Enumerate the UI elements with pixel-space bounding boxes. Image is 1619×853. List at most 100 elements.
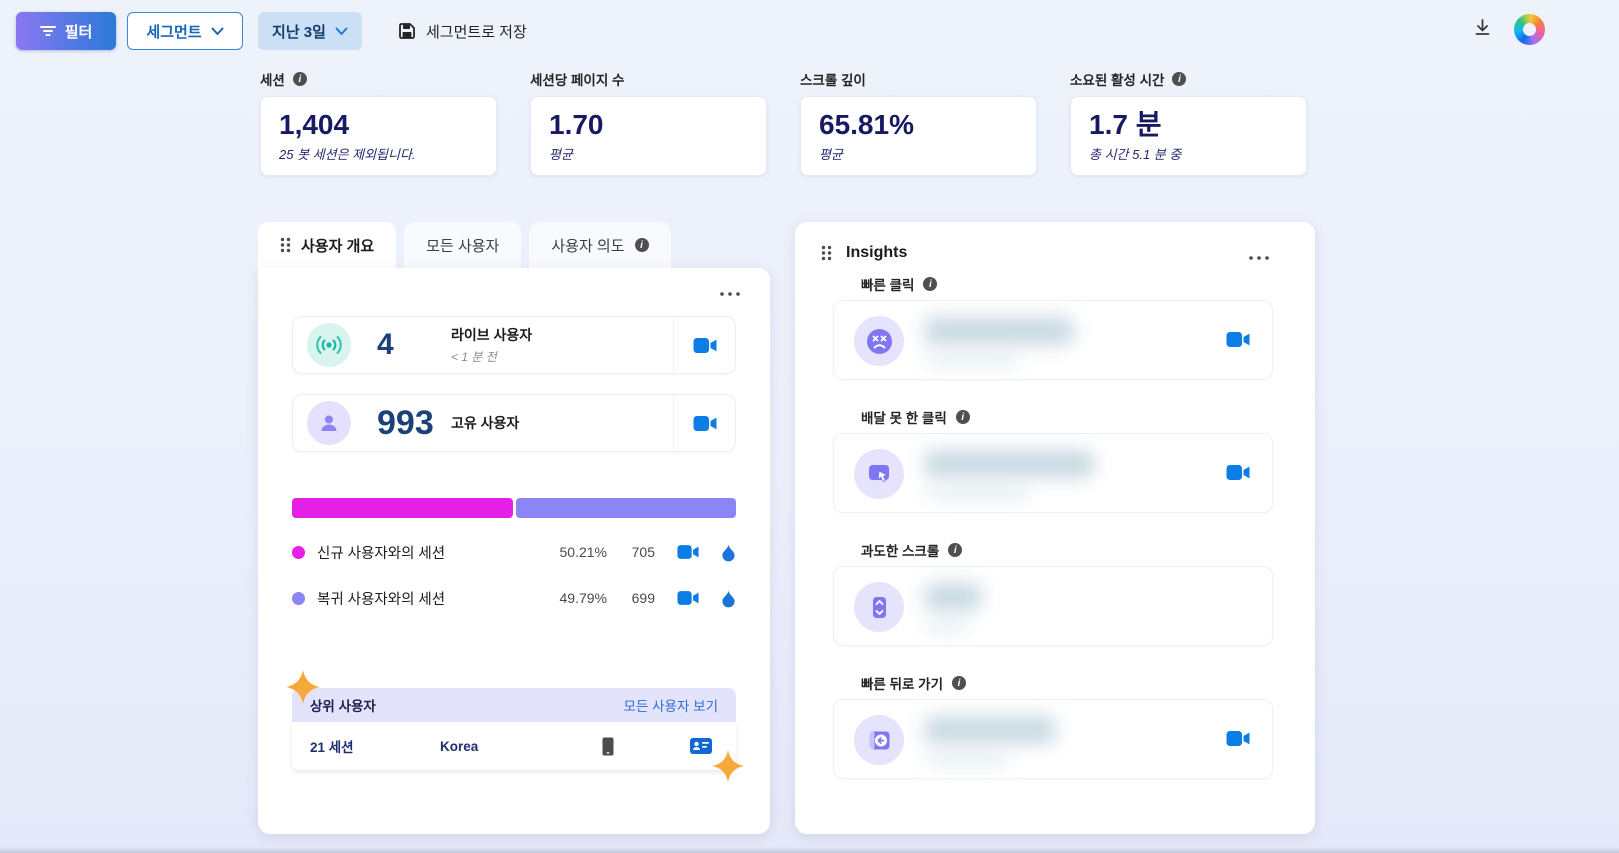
legend-returning-users-percent: 49.79% [559, 590, 607, 606]
legend-returning-users-label: 복귀 사용자와의 세션 [317, 591, 446, 608]
legend-row-new-users: 신규 사용자와의 세션 50.21% 705 [292, 540, 736, 564]
excessive-scroll-label: 과도한 스크롤 i [861, 540, 963, 560]
recordings-button[interactable] [677, 590, 699, 606]
live-users-recordings-button[interactable] [673, 317, 735, 373]
recordings-button[interactable] [1226, 464, 1250, 486]
legend-new-users-percent: 50.21% [559, 544, 607, 560]
user-overview-widget: 사용자 개요 모든 사용자 사용자 의도 i [258, 222, 770, 834]
insights-widget: Insights 빠른 클릭 i [795, 222, 1315, 834]
tab-user-overview-label: 사용자 개요 [301, 237, 375, 255]
quick-back-icon [854, 715, 904, 765]
metric-scroll-subtext: 평균 [819, 147, 843, 162]
dead-click-icon [854, 449, 904, 499]
recordings-button[interactable] [677, 544, 699, 560]
info-icon[interactable]: i [948, 543, 963, 557]
more-menu-icon[interactable] [714, 280, 746, 306]
top-user-sessions: 21 세션 [310, 740, 354, 755]
filter-button[interactable]: 필터 [16, 12, 116, 50]
download-icon[interactable] [1473, 18, 1492, 42]
live-users-row: 4 라이브 사용자 < 1 분 전 [292, 316, 736, 374]
toolbar: 필터 세그먼트 지난 3일 세그먼트로 저장 [16, 12, 527, 50]
metrics-row: 세션 i 1,404 25 봇 세션은 제외됩니다. 세션당 페이지 수 1.7… [260, 70, 1340, 176]
video-camera-icon [1226, 332, 1250, 347]
metric-sessions-card: 1,404 25 봇 세션은 제외됩니다. [260, 96, 497, 176]
metric-sessions-value: 1,404 [279, 109, 350, 140]
metric-sessions-subtext: 25 봇 세션은 제외됩니다. [279, 147, 416, 162]
toolbar-right [1473, 14, 1545, 45]
legend-dot-purple [292, 591, 305, 605]
top-users-section: 상위 사용자 모든 사용자 보기 21 세션 Korea [292, 688, 736, 770]
unique-users-value: 993 [377, 403, 434, 442]
legend-row-returning-users: 복귀 사용자와의 세션 49.79% 699 [292, 586, 736, 610]
quick-backs-label: 빠른 뒤로 가기 i [861, 673, 967, 693]
top-users-title: 상위 사용자 [310, 699, 376, 714]
metric-sessions: 세션 i 1,404 25 봇 세션은 제외됩니다. [260, 70, 497, 176]
date-range-dropdown[interactable]: 지난 3일 [258, 12, 362, 50]
metric-scroll-card: 65.81% 평균 [800, 96, 1037, 176]
blurred-subtext [926, 752, 1010, 765]
bar-segment-returning-users[interactable] [516, 498, 736, 518]
tab-user-overview[interactable]: 사용자 개요 [258, 222, 397, 268]
metric-active-time-card: 1.7 분 총 시간 5.1 분 중 [1070, 96, 1307, 176]
save-segment-button[interactable]: 세그먼트로 저장 [398, 21, 527, 42]
unique-users-row: 993 고유 사용자 [292, 394, 736, 452]
segment-dropdown[interactable]: 세그먼트 [127, 12, 243, 50]
blurred-value [924, 583, 982, 611]
legend-returning-users-count: 699 [631, 590, 655, 606]
legend-new-users-count: 705 [631, 544, 655, 560]
date-range-label: 지난 3일 [272, 23, 326, 41]
copilot-icon[interactable] [1514, 14, 1545, 45]
dead-clicks-label: 배달 못 한 클릭 i [861, 407, 970, 427]
excessive-scroll-card[interactable] [833, 566, 1273, 646]
blurred-subtext [926, 353, 1018, 366]
metric-sessions-label: 세션 [260, 73, 285, 88]
heatmap-flame-icon[interactable] [721, 543, 736, 562]
quick-backs-card[interactable] [833, 699, 1273, 779]
blurred-value [924, 317, 1074, 345]
info-icon[interactable]: i [955, 410, 970, 424]
tab-all-users[interactable]: 모든 사용자 [404, 222, 522, 268]
live-users-subtext: < 1 분 전 [451, 350, 497, 364]
legend-new-users-label: 신규 사용자와의 세션 [317, 545, 446, 562]
metric-pages-per-session: 세션당 페이지 수 1.70 평균 [530, 70, 767, 176]
metric-active-time-subtext: 총 시간 5.1 분 중 [1089, 147, 1182, 162]
save-segment-label: 세그먼트로 저장 [426, 23, 527, 41]
metric-scroll-label: 스크롤 깊이 [800, 73, 866, 88]
bar-segment-new-users[interactable] [292, 498, 514, 518]
drag-handle-icon[interactable] [821, 245, 832, 261]
info-icon[interactable]: i [952, 676, 967, 690]
dead-clicks-card[interactable] [833, 433, 1273, 513]
rage-clicks-card[interactable] [833, 300, 1273, 380]
user-profile-card-icon[interactable] [638, 738, 718, 754]
drag-handle-icon[interactable] [280, 237, 291, 253]
mobile-device-icon [578, 737, 638, 756]
info-icon[interactable]: i [1172, 72, 1187, 86]
recordings-button[interactable] [1226, 331, 1250, 353]
info-icon[interactable]: i [292, 72, 307, 86]
more-menu-icon[interactable] [1243, 244, 1275, 270]
view-all-users-link[interactable]: 모든 사용자 보기 [623, 699, 718, 714]
filter-button-label: 필터 [64, 23, 93, 41]
rage-click-icon [854, 316, 904, 366]
metric-scroll-value: 65.81% [819, 109, 914, 140]
unique-users-label: 고유 사용자 [451, 415, 520, 431]
insights-title: Insights [846, 244, 908, 261]
metric-pages-value: 1.70 [549, 109, 604, 140]
info-icon[interactable]: i [634, 238, 649, 252]
metric-scroll-depth: 스크롤 깊이 65.81% 평균 [800, 70, 1037, 176]
tab-all-users-label: 모든 사용자 [426, 237, 500, 255]
recordings-button[interactable] [1226, 730, 1250, 752]
user-overview-card: 4 라이브 사용자 < 1 분 전 [258, 268, 770, 834]
video-camera-icon [693, 337, 716, 353]
top-user-row[interactable]: 21 세션 Korea [292, 722, 736, 770]
unique-users-recordings-button[interactable] [673, 395, 735, 451]
info-icon[interactable]: i [923, 277, 938, 291]
tab-user-intent[interactable]: 사용자 의도 i [529, 222, 671, 268]
metric-active-time-value: 1.7 분 [1089, 109, 1162, 140]
blurred-subtext [926, 486, 1030, 499]
top-user-country: Korea [440, 738, 479, 754]
blurred-subtext [926, 619, 968, 632]
heatmap-flame-icon[interactable] [721, 589, 736, 608]
rage-clicks-label: 빠른 클릭 i [861, 274, 938, 294]
page-bottom-edge [0, 847, 1619, 853]
